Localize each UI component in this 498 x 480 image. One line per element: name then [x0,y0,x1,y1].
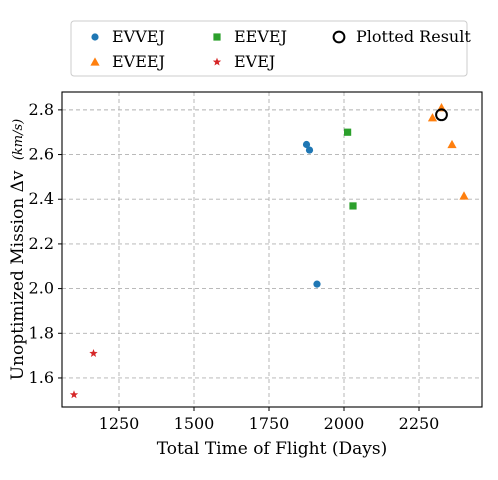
y-tick-label: 2.8 [29,100,54,119]
evvej-point [302,140,311,149]
y-tick-label: 2.6 [29,145,54,164]
evej-point [89,348,98,357]
y-axis-label-unit: (km/s) [11,119,26,160]
x-tick-label: 1250 [99,414,140,433]
grid [62,92,482,407]
y-axis-label: Unoptimized Mission Δv (km/s) [8,119,28,381]
plot-frame [61,91,483,408]
eveej-point [427,113,438,122]
legend-marker-eevej [213,33,221,41]
legend-label-eevej: EEVEJ [234,27,287,46]
axis-ticks: 1250 1500 1750 2000 2250 1.6 1.8 2.0 2.2 2.4 2.6 2.… [29,100,440,433]
y-tick-label: 2.0 [29,279,54,298]
eveej-point [459,191,469,200]
evej-point [69,390,79,399]
evvej-point [313,280,321,288]
legend-marker-eveej [90,57,100,66]
y-tick-label: 1.8 [29,323,54,342]
x-tick-label: 2250 [399,414,440,433]
legend-marker-plotted-result [332,30,346,44]
y-tick-label: 2.2 [29,234,54,253]
legend-label-plotted-result: Plotted Result [356,27,471,46]
data-points [69,103,469,399]
x-tick-label: 1750 [249,414,290,433]
eevej-point [349,202,357,210]
x-tick-label: 2000 [324,414,365,433]
eevej-point [344,128,352,136]
legend-label-eveej: EVEEJ [112,52,165,71]
legend-marker-evej [212,57,222,66]
legend: EVVEJ EVEEJ EEVEJ EVEJ Plotted Result [70,20,471,77]
legend-box [70,20,468,77]
x-axis-label: Total Time of Flight (Days) [157,439,387,459]
legend-marker-evvej [91,33,99,41]
x-tick-label: 1500 [174,414,215,433]
y-axis-label-main: Unoptimized Mission Δv [8,170,28,380]
evvej-point [305,146,314,154]
y-tick-label: 1.6 [29,368,54,387]
legend-label-evej: EVEJ [234,52,275,71]
legend-label-evvej: EVVEJ [112,27,165,46]
y-tick-label: 2.4 [29,189,54,208]
eveej-point [447,139,457,149]
plotted-result-point [435,108,448,122]
